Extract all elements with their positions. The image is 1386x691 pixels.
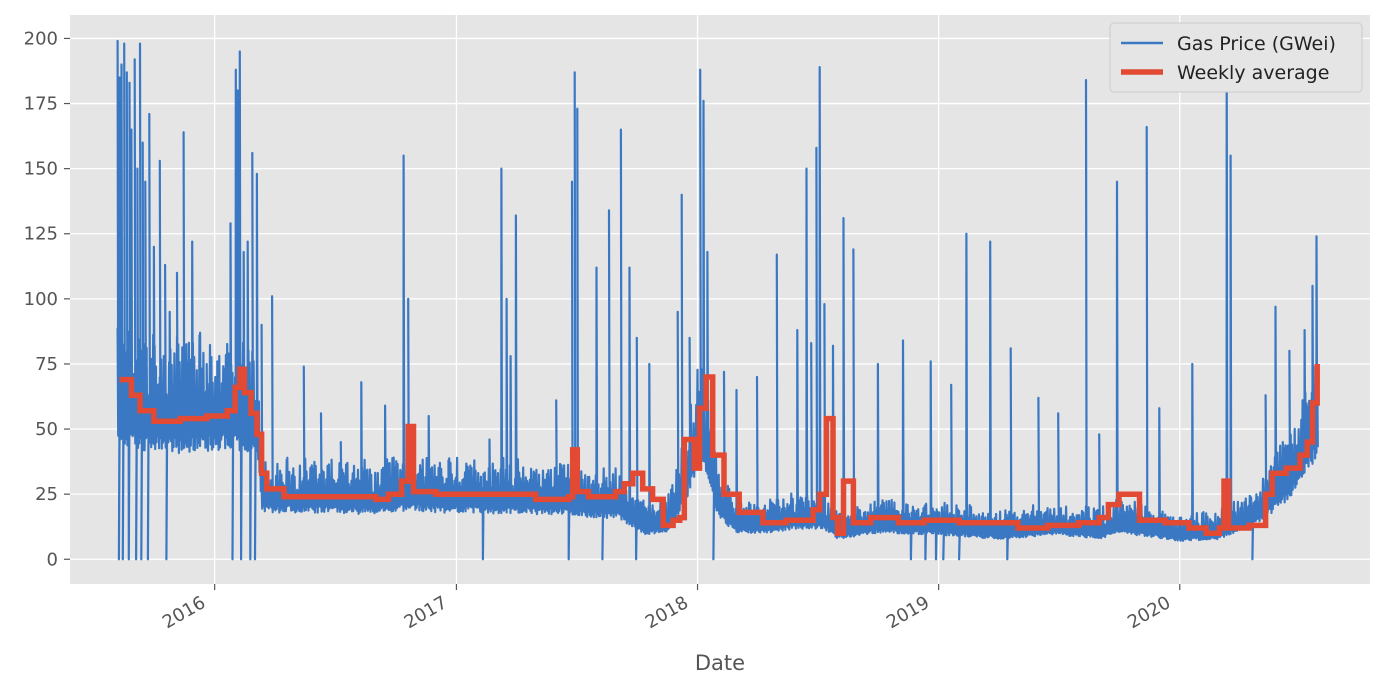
x-tick-label: 2019 — [883, 592, 933, 633]
y-gridlines — [70, 37, 1370, 560]
y-tick-label: 25 — [35, 484, 58, 505]
weekly-average-line — [119, 364, 1320, 536]
x-axis-ticks: 2016 2017 2018 2019 2020 — [159, 584, 1181, 633]
y-tick-label: 50 — [35, 419, 58, 440]
legend-label-gas-price: Gas Price (GWei) — [1177, 33, 1336, 55]
y-tick-label: 150 — [24, 159, 58, 180]
x-tick-label: 2018 — [642, 592, 692, 633]
x-tick-label: 2020 — [1124, 592, 1174, 633]
legend-label-weekly-average: Weekly average — [1177, 62, 1329, 84]
y-axis-ticks: 0 25 50 75 100 125 150 175 200 — [24, 28, 70, 570]
x-tick-label: 2016 — [159, 592, 209, 633]
y-tick-label: 0 — [47, 549, 58, 570]
x-tick-label: 2017 — [401, 592, 451, 633]
y-tick-label: 125 — [24, 224, 58, 245]
y-tick-label: 75 — [35, 354, 58, 375]
y-tick-label: 175 — [24, 94, 58, 115]
legend: Gas Price (GWei) Weekly average — [1109, 22, 1363, 93]
legend-box — [1109, 22, 1363, 93]
y-tick-label: 100 — [24, 289, 58, 310]
x-gridlines — [214, 15, 1181, 584]
weekly-average-series — [119, 364, 1320, 536]
y-tick-label: 200 — [24, 28, 58, 49]
x-axis-title: Date — [695, 651, 745, 675]
